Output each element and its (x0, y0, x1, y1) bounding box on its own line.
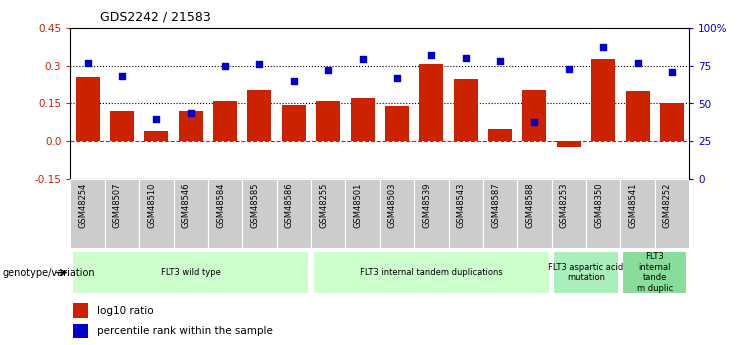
Text: GSM48546: GSM48546 (182, 183, 190, 228)
Text: GSM48588: GSM48588 (525, 183, 534, 228)
Point (253, 61, 265, 67)
Point (631, 60, 643, 65)
Bar (173, 179, 208, 248)
Point (356, 57, 368, 62)
Bar (483, 179, 517, 248)
Text: GSM48510: GSM48510 (147, 183, 156, 228)
Bar (625, 91, 650, 141)
Bar (110, 111, 134, 141)
Text: GSM48501: GSM48501 (353, 183, 362, 228)
Bar (419, 64, 443, 141)
Text: log10 ratio: log10 ratio (97, 306, 153, 315)
Bar (556, 141, 581, 147)
Text: GSM48541: GSM48541 (628, 183, 637, 228)
Bar (380, 179, 414, 248)
Bar (453, 79, 478, 141)
Bar (213, 101, 237, 141)
Text: GSM48503: GSM48503 (388, 183, 397, 228)
Text: GSM48543: GSM48543 (456, 183, 465, 228)
Bar (660, 104, 684, 141)
Point (391, 75, 403, 80)
Bar (282, 105, 306, 141)
Text: genotype/variation: genotype/variation (2, 268, 95, 277)
Bar (586, 179, 620, 248)
Point (150, 116, 162, 121)
Point (219, 63, 231, 68)
Text: GSM48585: GSM48585 (250, 183, 259, 228)
Text: FLT3
internal
tande
m duplic: FLT3 internal tande m duplic (637, 253, 673, 293)
Point (116, 73, 128, 79)
Text: GSM48255: GSM48255 (319, 183, 328, 228)
Point (597, 45, 609, 50)
Bar (313, 251, 550, 294)
Bar (72, 251, 309, 294)
Point (425, 52, 437, 58)
Bar (73, 324, 88, 338)
Bar (247, 90, 271, 141)
Bar (385, 106, 409, 141)
Bar (554, 251, 619, 294)
Bar (551, 179, 586, 248)
Text: GSM48254: GSM48254 (79, 183, 87, 228)
Text: percentile rank within the sample: percentile rank within the sample (97, 326, 273, 336)
Point (563, 66, 575, 71)
Text: GDS2242 / 21583: GDS2242 / 21583 (100, 10, 210, 23)
Text: FLT3 wild type: FLT3 wild type (161, 268, 221, 277)
Bar (488, 129, 512, 141)
Text: FLT3 aspartic acid
mutation: FLT3 aspartic acid mutation (548, 263, 624, 282)
Text: GSM48586: GSM48586 (285, 183, 294, 228)
Text: GSM48507: GSM48507 (113, 183, 122, 228)
Text: GSM48587: GSM48587 (491, 183, 500, 228)
Bar (139, 179, 173, 248)
Text: FLT3 internal tandem duplications: FLT3 internal tandem duplications (360, 268, 502, 277)
Point (82, 60, 93, 65)
Bar (522, 90, 546, 141)
Text: GSM48584: GSM48584 (216, 183, 225, 228)
Bar (448, 179, 483, 248)
Bar (517, 179, 551, 248)
Bar (620, 179, 655, 248)
Point (185, 110, 196, 115)
Text: GSM48253: GSM48253 (559, 183, 569, 228)
Bar (144, 131, 168, 141)
Text: GSM48252: GSM48252 (663, 183, 672, 228)
Bar (208, 179, 242, 248)
Text: GSM48350: GSM48350 (594, 183, 603, 228)
Point (494, 58, 506, 64)
Bar (655, 179, 689, 248)
Bar (276, 179, 311, 248)
Point (666, 69, 678, 75)
Bar (316, 101, 340, 141)
Bar (76, 77, 99, 141)
Bar (345, 179, 379, 248)
Bar (414, 179, 448, 248)
Bar (70, 179, 104, 248)
Bar (179, 111, 203, 141)
Bar (591, 59, 615, 141)
Point (528, 119, 540, 125)
Bar (311, 179, 345, 248)
Bar (622, 251, 688, 294)
Bar (242, 179, 276, 248)
Point (459, 55, 471, 61)
Bar (73, 303, 88, 317)
Text: GSM48539: GSM48539 (422, 183, 431, 228)
Point (322, 67, 334, 73)
Point (288, 78, 300, 83)
Bar (350, 98, 375, 141)
Bar (104, 179, 139, 248)
